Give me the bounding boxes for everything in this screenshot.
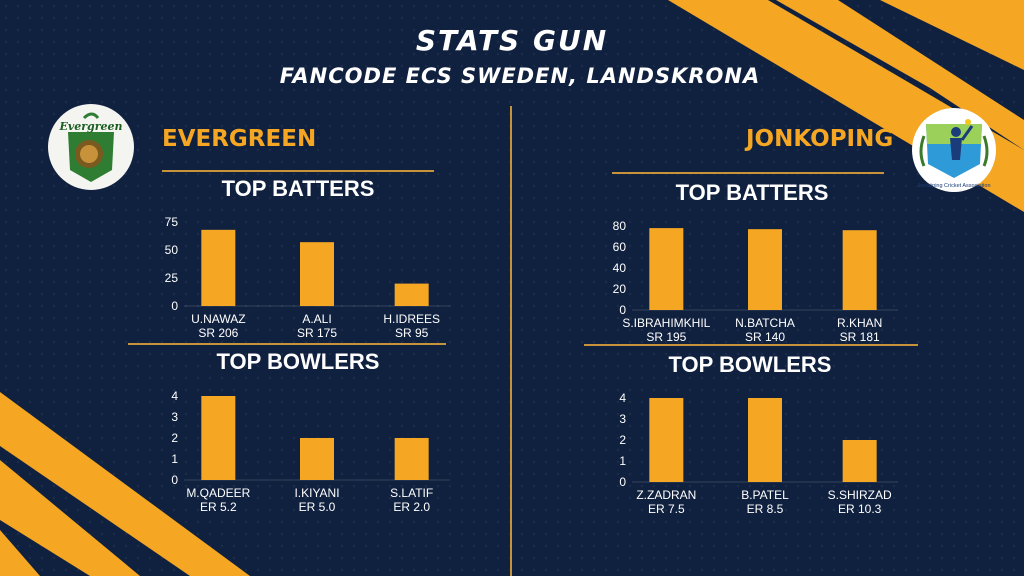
x-tick-label: U.NAWAZ (191, 312, 245, 326)
y-tick-label: 0 (619, 303, 626, 317)
x-tick-sublabel: ER 5.0 (299, 500, 336, 514)
x-tick-sublabel: ER 2.0 (393, 500, 430, 514)
team-name-right: JONKOPING (746, 126, 894, 152)
y-tick-label: 3 (171, 410, 178, 424)
jonkoping-cricket-logo-icon: Jonköping Cricket Association (912, 108, 996, 192)
y-tick-label: 3 (619, 412, 626, 426)
bar-z-zadran (649, 398, 684, 482)
center-divider (510, 106, 512, 576)
y-tick-label: 0 (171, 299, 178, 313)
x-tick-label: I.KIYANI (294, 486, 339, 500)
x-tick-label: B.PATEL (741, 488, 789, 502)
x-tick-sublabel: ER 7.5 (648, 502, 685, 516)
bar-b-patel (748, 398, 782, 482)
section-title-left-bowlers: TOP BOWLERS (216, 349, 380, 374)
bar-n-batcha (748, 229, 782, 310)
y-tick-label: 0 (619, 475, 626, 489)
bar-i-kiyani (300, 438, 334, 480)
y-tick-label: 25 (165, 271, 179, 285)
team-name-left: EVERGREEN (162, 126, 317, 152)
x-tick-label: R.KHAN (837, 316, 882, 330)
page-title: STATS GUN (415, 24, 609, 57)
section-divider-right (584, 344, 918, 346)
bar-s-shirzad (842, 440, 877, 482)
evergreen-logo-text: Evergreen (58, 120, 122, 133)
x-tick-sublabel: ER 5.2 (200, 500, 237, 514)
x-tick-label: S.LATIF (390, 486, 433, 500)
x-tick-label: S.SHIRZAD (828, 488, 892, 502)
section-title-right-batters: TOP BATTERS (675, 180, 829, 205)
x-tick-label: N.BATCHA (735, 316, 795, 330)
y-tick-label: 2 (619, 433, 626, 447)
x-tick-sublabel: SR 195 (646, 330, 686, 344)
section-divider-left (128, 343, 446, 345)
team-underline-right (612, 172, 884, 174)
bar-m-qadeer (201, 396, 236, 480)
y-tick-label: 4 (171, 389, 178, 403)
y-tick-label: 50 (165, 243, 179, 257)
bar-s-latif (394, 438, 429, 480)
x-tick-sublabel: SR 95 (395, 326, 429, 340)
x-tick-label: S.IBRAHIMKHIL (622, 316, 710, 330)
y-tick-label: 1 (619, 454, 626, 468)
bar-a-ali (300, 242, 334, 306)
y-tick-label: 2 (171, 431, 178, 445)
x-tick-sublabel: SR 175 (297, 326, 337, 340)
page-subtitle: FANCODE ECS SWEDEN, LANDSKRONA (279, 64, 761, 88)
x-tick-sublabel: ER 8.5 (747, 502, 784, 516)
bar-h-idrees (394, 283, 429, 306)
x-tick-label: A.ALI (302, 312, 331, 326)
bar-s-ibrahimkhil (649, 228, 684, 310)
x-tick-sublabel: SR 206 (198, 326, 238, 340)
evergreen-logo-icon: Evergreen (48, 104, 134, 190)
section-title-left-batters: TOP BATTERS (221, 176, 375, 201)
y-tick-label: 40 (613, 261, 627, 275)
y-tick-label: 20 (613, 282, 627, 296)
team-underline-left (162, 170, 434, 172)
x-tick-sublabel: ER 10.3 (838, 502, 882, 516)
bar-r-khan (842, 230, 877, 310)
x-tick-label: Z.ZADRAN (636, 488, 696, 502)
y-tick-label: 0 (171, 473, 178, 487)
jonkoping-logo-text: Jonköping Cricket Association (917, 183, 990, 189)
y-tick-label: 4 (619, 391, 626, 405)
y-tick-label: 60 (613, 240, 627, 254)
x-tick-label: M.QADEER (186, 486, 250, 500)
section-title-right-bowlers: TOP BOWLERS (668, 352, 832, 377)
bar-u-nawaz (201, 229, 236, 306)
y-tick-label: 1 (171, 452, 178, 466)
x-tick-sublabel: SR 181 (840, 330, 880, 344)
y-tick-label: 80 (613, 219, 627, 233)
y-tick-label: 75 (165, 215, 179, 229)
x-tick-label: H.IDREES (383, 312, 440, 326)
x-tick-sublabel: SR 140 (745, 330, 785, 344)
